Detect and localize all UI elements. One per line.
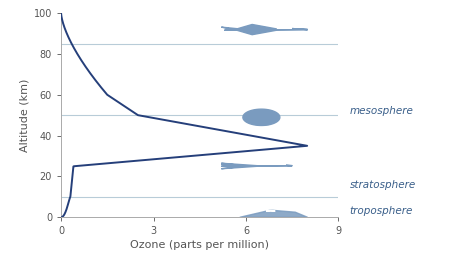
- Polygon shape: [240, 210, 307, 217]
- Polygon shape: [221, 165, 237, 166]
- Text: stratosphere: stratosphere: [350, 180, 416, 190]
- Y-axis label: Altitude (km): Altitude (km): [20, 79, 30, 152]
- Polygon shape: [255, 123, 267, 125]
- Text: mesosphere: mesosphere: [350, 106, 414, 116]
- X-axis label: Ozone (parts per million): Ozone (parts per million): [130, 241, 269, 250]
- Polygon shape: [237, 30, 277, 35]
- Polygon shape: [221, 27, 240, 29]
- Text: troposphere: troposphere: [350, 206, 413, 216]
- Polygon shape: [221, 166, 261, 169]
- Polygon shape: [243, 109, 280, 125]
- Polygon shape: [224, 29, 307, 30]
- Polygon shape: [237, 24, 277, 29]
- Polygon shape: [221, 163, 261, 166]
- Polygon shape: [221, 165, 292, 166]
- Polygon shape: [266, 210, 275, 211]
